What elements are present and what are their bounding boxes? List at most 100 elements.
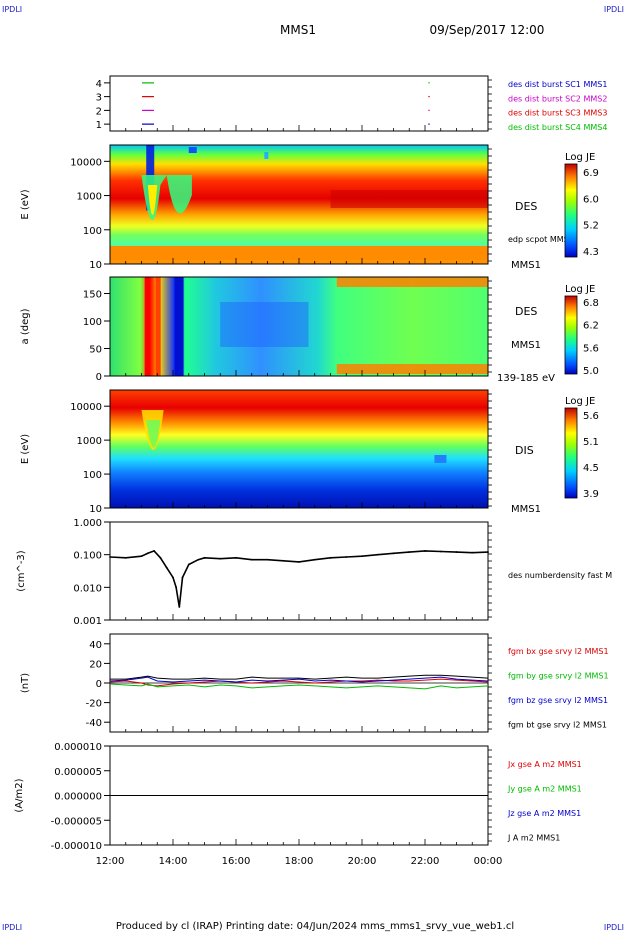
density-point (165, 566, 168, 569)
x-tick-label: 22:00 (411, 856, 440, 867)
bfield-legend-entry: fgm bx gse srvy l2 MMS1 (508, 647, 609, 656)
density-point (455, 551, 458, 553)
spacecraft-title: MMS1 (280, 23, 316, 37)
current-ytick-label: 0.000005 (54, 767, 102, 778)
panel-spacecraft-label: MMS1 (511, 504, 541, 515)
density-point (329, 556, 332, 559)
feature-band (336, 364, 488, 374)
colorbar (564, 407, 578, 499)
density-point (187, 563, 190, 566)
des-pitch-ytick-label: 150 (83, 290, 102, 301)
burst-dot (428, 95, 430, 98)
y-axis-label: (A/m2) (14, 778, 25, 812)
density-point (197, 558, 200, 561)
colorbar-tick-label: 5.6 (583, 343, 599, 354)
density-point (159, 556, 162, 559)
burst-ytick-label: 2 (96, 106, 102, 117)
density-point (250, 558, 253, 561)
dis-energy-ytick-label: 1000 (77, 436, 102, 447)
colorbar-tick-label: 5.2 (583, 221, 599, 232)
density-point (313, 558, 316, 561)
bfield-series-line (110, 674, 489, 680)
colorbar-tick-label: 6.9 (583, 168, 599, 179)
bfield-series-line (109, 683, 489, 690)
colorbar-tick-label: 6.0 (583, 194, 599, 205)
bfield-ytick-label: 40 (89, 640, 102, 651)
density-point (298, 561, 300, 563)
corner-label-bottom-right: IPDLI (603, 923, 624, 932)
x-tick-label: 20:00 (348, 856, 377, 867)
x-tick-label: 00:00 (474, 856, 503, 867)
current-ytick-label: 0.000000 (54, 792, 102, 803)
density-point (153, 550, 156, 552)
burst-panel-frame (109, 75, 489, 132)
des-pitch-ytick-label: 50 (89, 345, 102, 356)
des-pitch-ytick-label: 100 (83, 317, 102, 328)
feature-band (330, 190, 488, 208)
burst-ytick-label: 3 (96, 93, 102, 104)
density-point (172, 576, 174, 579)
bfield-ytick-label: 20 (89, 659, 102, 670)
y-axis-label: a (deg) (20, 308, 31, 344)
low-energy-band (110, 246, 488, 260)
density-point (235, 556, 237, 559)
density-point (439, 550, 442, 553)
colorbar (564, 163, 578, 258)
density-point (175, 586, 178, 589)
corner-label-top-right: IPDLI (603, 5, 624, 14)
des-energy-ytick-label: 1000 (77, 192, 102, 203)
current-legend-entry: Jx gse A m2 MMS1 (507, 760, 582, 769)
x-tick-label: 12:00 (96, 856, 125, 867)
feature-band (155, 277, 161, 376)
density-point (392, 552, 395, 555)
panel-spacecraft-label: MMS1 (511, 340, 541, 351)
panel-label-des: DES (515, 305, 537, 318)
colorbar-tick-label: 6.2 (583, 321, 599, 332)
density-ytick-label: 0.100 (73, 551, 102, 562)
dis-energy-ytick-label: 10000 (70, 402, 102, 413)
density-frame (109, 521, 489, 621)
des-energy-ytick-label: 100 (83, 226, 102, 237)
des-pitch-ytick-label: 0 (96, 372, 102, 383)
feature-spot (264, 152, 269, 159)
feature-spot (434, 455, 447, 463)
current-legend-entry: Jz gse A m2 MMS1 (507, 809, 581, 818)
density-point (408, 551, 411, 553)
density-point (471, 551, 474, 554)
des-energy-ytick-label: 10000 (70, 157, 102, 168)
burst-dot (428, 82, 430, 84)
des-pitch-spectrogram (110, 277, 488, 376)
feature-band (220, 302, 309, 347)
current-ytick-label: 0.000010 (54, 742, 102, 753)
bfield-legend-entry: fgm by gse srvy l2 MMS1 (508, 672, 609, 681)
footer-credit: Produced by cl (IRAP) Printing date: 04/… (116, 921, 514, 932)
corner-label-bottom-left: IPDLI (2, 923, 23, 932)
density-point (376, 553, 379, 556)
density-point (361, 555, 363, 558)
density-point (424, 550, 426, 552)
density-point (140, 555, 143, 558)
density-ytick-label: 1.000 (73, 518, 102, 529)
colorbar-tick-label: 3.9 (583, 489, 599, 500)
des-energy-features (110, 145, 488, 260)
colorbar-title: Log JE (565, 152, 595, 163)
feature-band (144, 277, 151, 376)
panel-spacecraft-label: MMS1 (511, 260, 541, 271)
colorbar-tick-label: 5.0 (583, 366, 599, 377)
current-legend-entry: J A m2 MMS1 (507, 834, 560, 843)
colorbar-title: Log JE (565, 284, 595, 295)
density-point (345, 556, 348, 558)
dis-energy-ytick-label: 100 (83, 470, 102, 481)
colorbar-title: Log JE (565, 396, 595, 407)
colorbar-tick-label: 5.6 (583, 411, 599, 422)
colorbar-tick-label: 4.5 (583, 463, 599, 474)
feature-spot (188, 147, 197, 153)
feature-band (174, 277, 184, 376)
colorbar-tick-label: 4.3 (583, 247, 599, 258)
corner-label-top-left: IPDLI (2, 5, 23, 14)
density-point (487, 551, 489, 553)
density-point (282, 559, 285, 562)
density-point (178, 606, 181, 608)
bfield-ytick-label: 0 (96, 679, 102, 690)
bfield-series-line (109, 676, 489, 683)
